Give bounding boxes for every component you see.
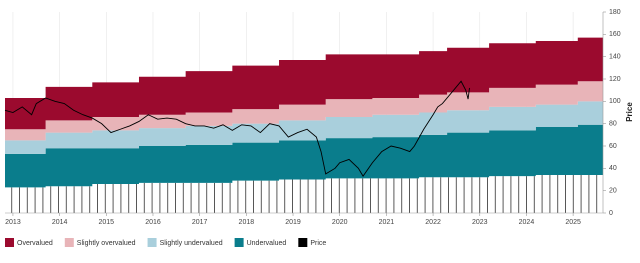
x-tick-label: 2024 <box>519 219 535 226</box>
x-tick-label: 2022 <box>425 219 441 226</box>
legend-swatch <box>64 238 74 247</box>
y-tick-label: 60 <box>609 143 617 150</box>
x-tick-label: 2013 <box>5 219 21 226</box>
legend-swatch <box>298 238 308 247</box>
y-tick-label: 160 <box>609 31 621 38</box>
price-line <box>4 80 470 177</box>
y-tick-label: 80 <box>609 121 617 128</box>
y-tick-label: 40 <box>609 165 617 172</box>
area-band <box>5 101 603 154</box>
x-tick-label: 2025 <box>565 219 581 226</box>
legend-swatch <box>5 238 14 247</box>
x-tick-label: 2020 <box>332 219 348 226</box>
y-tick-label: 0 <box>609 210 613 217</box>
y-tick-label: 140 <box>609 54 621 61</box>
legend-swatch <box>234 238 244 247</box>
area-band <box>5 175 603 213</box>
y-axis-label: Price <box>625 102 634 122</box>
y-tick-label: 100 <box>609 98 621 105</box>
x-tick-label: 2019 <box>285 219 301 226</box>
x-tick-label: 2023 <box>472 219 488 226</box>
legend-label: Overvalued <box>17 240 53 247</box>
y-tick-label: 120 <box>609 76 621 83</box>
legend-label: Price <box>310 240 326 247</box>
area-band <box>5 81 603 141</box>
legend-label: Slightly undervalued <box>160 240 223 247</box>
legend-label: Slightly overvalued <box>77 240 136 247</box>
area-band <box>5 37 603 130</box>
x-tick-label: 2021 <box>379 219 395 226</box>
area-band <box>5 124 603 188</box>
x-tick-label: 2016 <box>145 219 161 226</box>
y-tick-label: 20 <box>609 188 617 195</box>
x-tick-label: 2015 <box>99 219 115 226</box>
x-tick-label: 2017 <box>192 219 208 226</box>
x-tick-label: 2018 <box>239 219 255 226</box>
legend-swatch <box>147 238 157 247</box>
x-tick-label: 2014 <box>52 219 68 226</box>
legend-label: Undervalued <box>247 240 287 247</box>
y-tick-label: 180 <box>609 9 621 16</box>
